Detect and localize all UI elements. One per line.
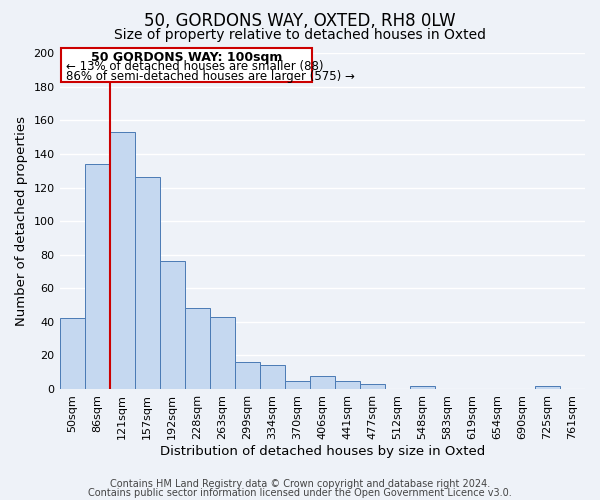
- Text: Size of property relative to detached houses in Oxted: Size of property relative to detached ho…: [114, 28, 486, 42]
- Bar: [110, 132, 134, 389]
- Y-axis label: Number of detached properties: Number of detached properties: [15, 116, 28, 326]
- Text: 86% of semi-detached houses are larger (575) →: 86% of semi-detached houses are larger (…: [66, 70, 355, 83]
- Bar: [185, 308, 209, 389]
- Text: 50 GORDONS WAY: 100sqm: 50 GORDONS WAY: 100sqm: [91, 51, 282, 64]
- Text: Contains HM Land Registry data © Crown copyright and database right 2024.: Contains HM Land Registry data © Crown c…: [110, 479, 490, 489]
- Bar: [160, 262, 185, 389]
- Bar: [260, 366, 285, 389]
- Bar: [535, 386, 560, 389]
- Bar: [335, 380, 360, 389]
- Bar: [310, 376, 335, 389]
- Bar: [360, 384, 385, 389]
- Bar: [410, 386, 435, 389]
- Text: ← 13% of detached houses are smaller (88): ← 13% of detached houses are smaller (88…: [66, 60, 323, 73]
- Text: 50, GORDONS WAY, OXTED, RH8 0LW: 50, GORDONS WAY, OXTED, RH8 0LW: [144, 12, 456, 30]
- Bar: [59, 318, 85, 389]
- Text: Contains public sector information licensed under the Open Government Licence v3: Contains public sector information licen…: [88, 488, 512, 498]
- Bar: [209, 317, 235, 389]
- X-axis label: Distribution of detached houses by size in Oxted: Distribution of detached houses by size …: [160, 444, 485, 458]
- Bar: [85, 164, 110, 389]
- FancyBboxPatch shape: [61, 48, 312, 82]
- Bar: [285, 380, 310, 389]
- Bar: [134, 178, 160, 389]
- Bar: [235, 362, 260, 389]
